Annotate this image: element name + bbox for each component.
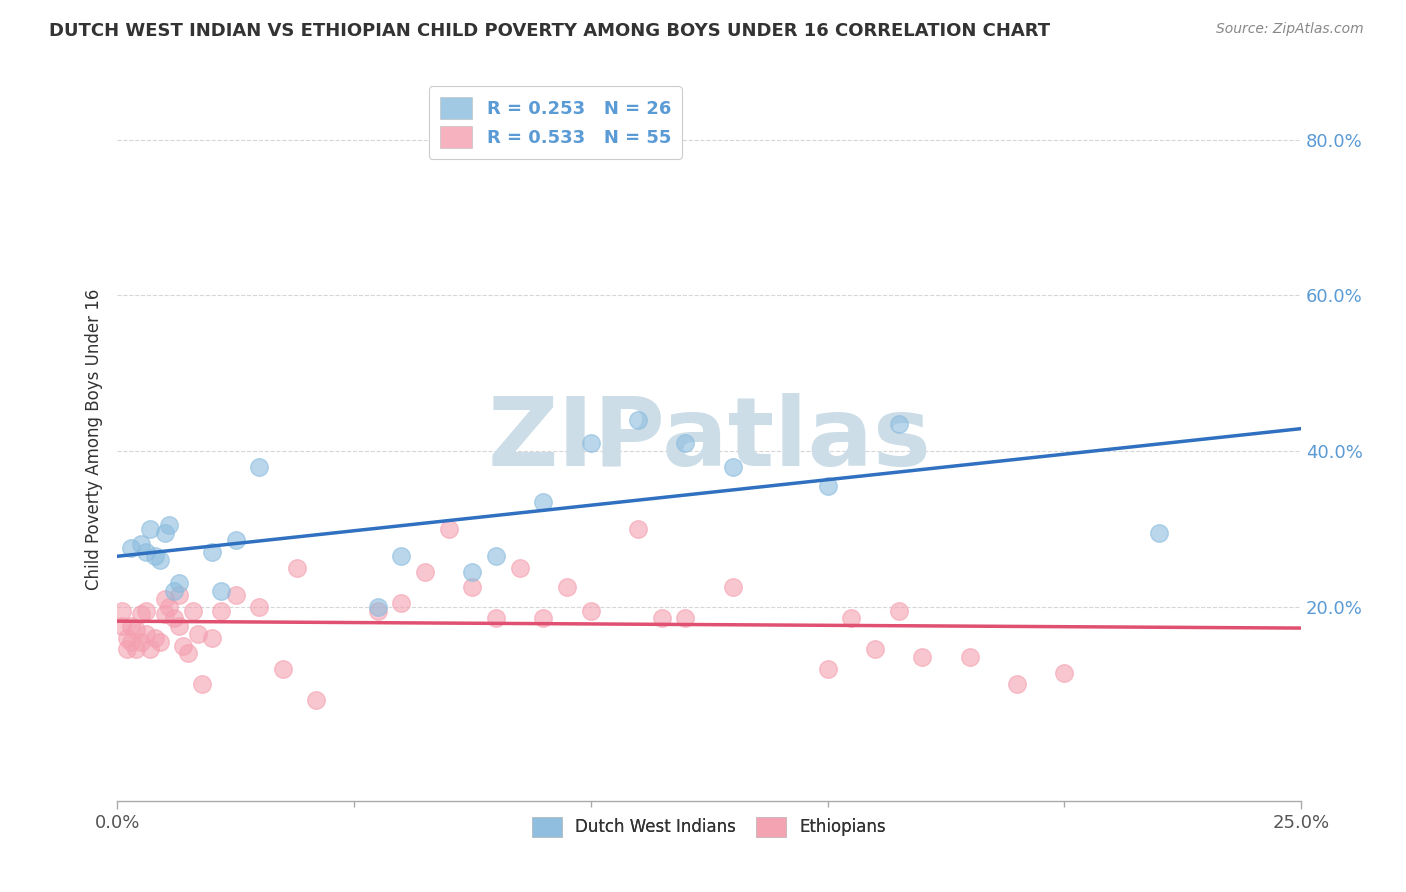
Point bbox=[461, 580, 484, 594]
Point bbox=[839, 611, 862, 625]
Point bbox=[209, 584, 232, 599]
Point bbox=[120, 541, 142, 556]
Point bbox=[135, 545, 157, 559]
Point bbox=[509, 560, 531, 574]
Point bbox=[721, 459, 744, 474]
Point bbox=[461, 565, 484, 579]
Point bbox=[413, 565, 436, 579]
Point bbox=[115, 642, 138, 657]
Point bbox=[887, 603, 910, 617]
Point bbox=[125, 642, 148, 657]
Point bbox=[1005, 677, 1028, 691]
Point bbox=[555, 580, 578, 594]
Y-axis label: Child Poverty Among Boys Under 16: Child Poverty Among Boys Under 16 bbox=[86, 289, 103, 590]
Point bbox=[163, 584, 186, 599]
Point bbox=[163, 611, 186, 625]
Point bbox=[153, 525, 176, 540]
Point bbox=[367, 599, 389, 614]
Point bbox=[959, 650, 981, 665]
Point bbox=[271, 662, 294, 676]
Point bbox=[125, 623, 148, 637]
Point bbox=[579, 603, 602, 617]
Point bbox=[305, 693, 328, 707]
Point bbox=[143, 549, 166, 563]
Point bbox=[111, 603, 134, 617]
Point bbox=[863, 642, 886, 657]
Point bbox=[225, 588, 247, 602]
Point bbox=[120, 634, 142, 648]
Point bbox=[817, 479, 839, 493]
Point bbox=[485, 549, 508, 563]
Point bbox=[153, 607, 176, 622]
Point bbox=[191, 677, 214, 691]
Text: DUTCH WEST INDIAN VS ETHIOPIAN CHILD POVERTY AMONG BOYS UNDER 16 CORRELATION CHA: DUTCH WEST INDIAN VS ETHIOPIAN CHILD POV… bbox=[49, 22, 1050, 40]
Point bbox=[209, 603, 232, 617]
Point bbox=[247, 599, 270, 614]
Point bbox=[157, 599, 180, 614]
Point bbox=[177, 646, 200, 660]
Point bbox=[167, 619, 190, 633]
Point bbox=[201, 631, 224, 645]
Point bbox=[531, 611, 554, 625]
Point bbox=[367, 603, 389, 617]
Text: Source: ZipAtlas.com: Source: ZipAtlas.com bbox=[1216, 22, 1364, 37]
Point bbox=[627, 413, 650, 427]
Point bbox=[531, 494, 554, 508]
Point bbox=[139, 522, 162, 536]
Point bbox=[149, 553, 172, 567]
Point bbox=[135, 627, 157, 641]
Text: ZIPatlas: ZIPatlas bbox=[488, 392, 931, 486]
Point bbox=[817, 662, 839, 676]
Point bbox=[675, 436, 697, 450]
Point bbox=[149, 634, 172, 648]
Point bbox=[120, 619, 142, 633]
Point bbox=[1053, 665, 1076, 680]
Point bbox=[167, 576, 190, 591]
Point bbox=[911, 650, 934, 665]
Point bbox=[675, 611, 697, 625]
Point bbox=[225, 533, 247, 548]
Point bbox=[721, 580, 744, 594]
Point bbox=[129, 607, 152, 622]
Point bbox=[181, 603, 204, 617]
Point bbox=[187, 627, 209, 641]
Point bbox=[153, 591, 176, 606]
Point bbox=[579, 436, 602, 450]
Point bbox=[135, 603, 157, 617]
Point bbox=[143, 631, 166, 645]
Point bbox=[201, 545, 224, 559]
Point bbox=[389, 596, 412, 610]
Point bbox=[485, 611, 508, 625]
Point bbox=[651, 611, 673, 625]
Point bbox=[627, 522, 650, 536]
Point bbox=[285, 560, 308, 574]
Point bbox=[111, 619, 134, 633]
Point bbox=[1147, 525, 1170, 540]
Point bbox=[887, 417, 910, 431]
Point bbox=[437, 522, 460, 536]
Legend: Dutch West Indians, Ethiopians: Dutch West Indians, Ethiopians bbox=[526, 810, 893, 844]
Point bbox=[247, 459, 270, 474]
Point bbox=[173, 639, 195, 653]
Point bbox=[129, 634, 152, 648]
Point bbox=[139, 642, 162, 657]
Point bbox=[389, 549, 412, 563]
Point bbox=[157, 517, 180, 532]
Point bbox=[129, 537, 152, 551]
Point bbox=[167, 588, 190, 602]
Point bbox=[115, 631, 138, 645]
